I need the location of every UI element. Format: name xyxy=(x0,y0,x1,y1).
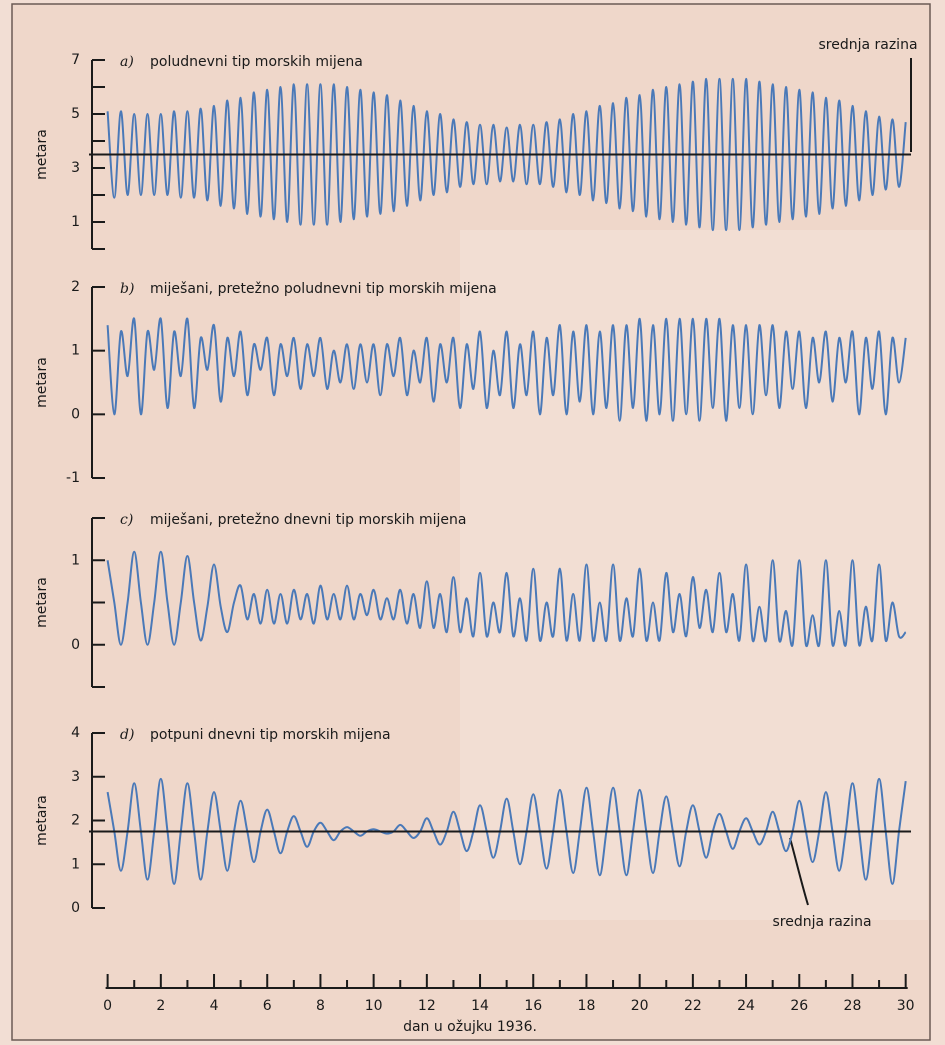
y-tick-label: 1 xyxy=(71,856,80,872)
y-tick-label: 0 xyxy=(71,406,80,422)
y-tick-label: 0 xyxy=(71,900,80,916)
x-tick-label: 6 xyxy=(263,998,272,1014)
panel-title: poludnevni tip morskih mijena xyxy=(150,54,363,70)
y-axis-label: metara xyxy=(34,577,50,628)
y-tick-label: 1 xyxy=(71,214,80,230)
y-tick-label: 3 xyxy=(71,769,80,785)
panel-letter: b) xyxy=(120,281,134,297)
panel-title: miješani, pretežno dnevni tip morskih mi… xyxy=(150,512,467,528)
x-tick-label: 2 xyxy=(156,998,165,1014)
x-tick-label: 16 xyxy=(524,998,542,1014)
y-axis-label: metara xyxy=(34,795,50,846)
panel-title: potpuni dnevni tip morskih mijena xyxy=(150,727,391,743)
y-tick-label: 2 xyxy=(71,813,80,829)
y-tick-label: 1 xyxy=(71,552,80,568)
x-tick-label: 20 xyxy=(631,998,649,1014)
x-tick-label: 10 xyxy=(365,998,383,1014)
panel-letter: a) xyxy=(120,54,134,70)
tide-line xyxy=(106,317,907,422)
tide-line xyxy=(106,777,907,885)
y-tick-label: 1 xyxy=(71,343,80,359)
y-tick-label: 5 xyxy=(71,106,80,122)
y-axis-label: metara xyxy=(34,357,50,408)
x-tick-label: 22 xyxy=(684,998,702,1014)
y-tick-label: -1 xyxy=(66,470,80,486)
panel-letter: d) xyxy=(120,727,134,743)
x-tick-label: 8 xyxy=(316,998,325,1014)
panel-title: miješani, pretežno poludnevni tip morski… xyxy=(150,281,497,297)
x-tick-label: 24 xyxy=(737,998,755,1014)
y-tick-label: 2 xyxy=(71,279,80,295)
x-tick-label: 0 xyxy=(103,998,112,1014)
y-tick-label: 7 xyxy=(71,52,80,68)
x-axis-label: dan u ožujku 1936. xyxy=(403,1019,537,1035)
x-tick-label: 12 xyxy=(418,998,436,1014)
x-tick-label: 14 xyxy=(471,998,489,1014)
x-tick-label: 28 xyxy=(844,998,862,1014)
y-tick-label: 3 xyxy=(71,160,80,176)
mean-label-pointer xyxy=(789,837,809,906)
x-tick-label: 18 xyxy=(578,998,596,1014)
x-tick-label: 30 xyxy=(897,998,915,1014)
tide-line xyxy=(106,550,907,648)
x-tick-label: 4 xyxy=(210,998,219,1014)
y-tick-label: 0 xyxy=(71,637,80,653)
x-tick-label: 26 xyxy=(790,998,808,1014)
y-tick-label: 4 xyxy=(71,725,80,741)
mean-label: srednja razina xyxy=(772,914,871,930)
tide-line xyxy=(106,77,907,232)
y-axis-label: metara xyxy=(34,129,50,180)
mean-label: srednja razina xyxy=(818,37,917,53)
panel-letter: c) xyxy=(120,512,133,528)
